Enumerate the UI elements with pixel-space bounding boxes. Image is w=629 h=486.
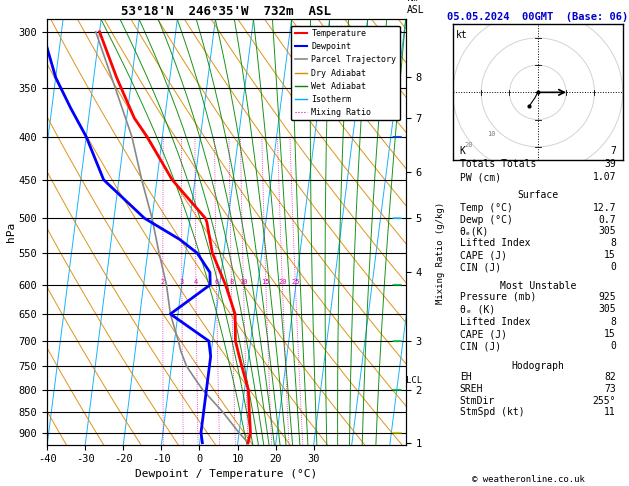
Text: Pressure (mb): Pressure (mb)	[460, 292, 536, 302]
Text: 3: 3	[180, 278, 184, 285]
Text: Dewp (°C): Dewp (°C)	[460, 215, 513, 225]
Text: LCL: LCL	[406, 376, 422, 385]
Text: 10: 10	[487, 131, 496, 137]
Text: km
ASL: km ASL	[407, 0, 425, 15]
Text: Surface: Surface	[517, 190, 559, 200]
Text: θₑ (K): θₑ (K)	[460, 304, 495, 314]
Text: 925: 925	[598, 292, 616, 302]
Text: 15: 15	[604, 329, 616, 339]
Text: 8: 8	[230, 278, 233, 285]
Text: 305: 305	[598, 226, 616, 237]
Text: Lifted Index: Lifted Index	[460, 238, 530, 248]
Text: 20: 20	[464, 142, 473, 148]
Text: CIN (J): CIN (J)	[460, 342, 501, 351]
Text: 305: 305	[598, 304, 616, 314]
Title: 53°18'N  246°35'W  732m  ASL: 53°18'N 246°35'W 732m ASL	[121, 5, 331, 18]
Text: Temp (°C): Temp (°C)	[460, 203, 513, 213]
Text: 0.7: 0.7	[598, 215, 616, 225]
Text: 0: 0	[610, 342, 616, 351]
Text: © weatheronline.co.uk: © weatheronline.co.uk	[472, 474, 585, 484]
X-axis label: Dewpoint / Temperature (°C): Dewpoint / Temperature (°C)	[135, 469, 318, 479]
Text: 7: 7	[610, 146, 616, 156]
Text: 6: 6	[214, 278, 218, 285]
Text: StmDir: StmDir	[460, 396, 495, 406]
Text: 82: 82	[604, 372, 616, 382]
Text: Hodograph: Hodograph	[511, 361, 564, 371]
Text: Most Unstable: Most Unstable	[499, 280, 576, 291]
Text: Mixing Ratio (g/kg): Mixing Ratio (g/kg)	[436, 202, 445, 304]
Text: Lifted Index: Lifted Index	[460, 316, 530, 327]
Text: Totals Totals: Totals Totals	[460, 159, 536, 169]
Text: 1.07: 1.07	[593, 172, 616, 182]
Text: CAPE (J): CAPE (J)	[460, 329, 507, 339]
Text: 255°: 255°	[593, 396, 616, 406]
Text: StmSpd (kt): StmSpd (kt)	[460, 407, 525, 417]
Text: 10: 10	[239, 278, 248, 285]
Text: SREH: SREH	[460, 384, 483, 394]
Text: 39: 39	[604, 159, 616, 169]
Text: 20: 20	[278, 278, 286, 285]
Text: 11: 11	[604, 407, 616, 417]
Text: θₑ(K): θₑ(K)	[460, 226, 489, 237]
Text: CIN (J): CIN (J)	[460, 262, 501, 272]
Text: 73: 73	[604, 384, 616, 394]
Text: EH: EH	[460, 372, 471, 382]
Text: 15: 15	[604, 250, 616, 260]
Text: 4: 4	[194, 278, 198, 285]
Text: 05.05.2024  00GMT  (Base: 06): 05.05.2024 00GMT (Base: 06)	[447, 12, 628, 22]
Y-axis label: hPa: hPa	[6, 222, 16, 242]
Legend: Temperature, Dewpoint, Parcel Trajectory, Dry Adiabat, Wet Adiabat, Isotherm, Mi: Temperature, Dewpoint, Parcel Trajectory…	[291, 26, 400, 121]
Text: 0: 0	[610, 262, 616, 272]
Text: K: K	[460, 146, 465, 156]
Text: CAPE (J): CAPE (J)	[460, 250, 507, 260]
Text: 2: 2	[160, 278, 165, 285]
Text: 12.7: 12.7	[593, 203, 616, 213]
Text: 8: 8	[610, 238, 616, 248]
Text: 25: 25	[291, 278, 299, 285]
Text: PW (cm): PW (cm)	[460, 172, 501, 182]
Text: 8: 8	[610, 316, 616, 327]
Text: 15: 15	[262, 278, 270, 285]
Text: kt: kt	[456, 30, 468, 40]
